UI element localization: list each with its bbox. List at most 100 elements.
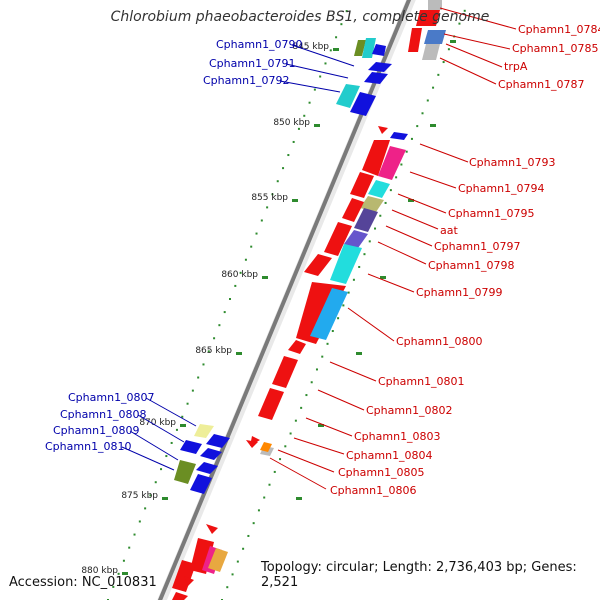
forward-gene-labels: Cphamn1_0784 Cphamn1_0785 trpA Cphamn1_0… (269, 7, 600, 497)
gene-arrow[interactable] (368, 180, 390, 198)
gene-arrow[interactable] (372, 44, 386, 56)
leader-line (367, 273, 415, 293)
gene-arrow[interactable] (288, 340, 306, 354)
tick-dot (315, 368, 318, 371)
tick-dot (331, 330, 334, 333)
leader-line (347, 307, 395, 342)
gene-label-cphamn1-0801[interactable]: Cphamn1_0801 (378, 375, 465, 388)
tick-dot (321, 355, 324, 358)
gene-label-cphamn1-0800[interactable]: Cphamn1_0800 (396, 335, 483, 348)
gene-label-cphamn1-0797[interactable]: Cphamn1_0797 (434, 240, 521, 253)
leader-line (129, 430, 179, 461)
tick-dot (128, 546, 131, 549)
gene-label-cphamn1-0810[interactable]: Cphamn1_0810 (45, 440, 132, 453)
gene-arrow[interactable] (354, 40, 366, 56)
tick-dot (324, 62, 327, 65)
gene-label-cphamn1-0798[interactable]: Cphamn1_0798 (428, 259, 515, 272)
gene-label-cphamn1-0795[interactable]: Cphamn1_0795 (448, 207, 535, 220)
gene-label-cphamn1-0805[interactable]: Cphamn1_0805 (338, 466, 425, 479)
gene-block[interactable] (428, 0, 442, 10)
gene-label-cphamn1-0790[interactable]: Cphamn1_0790 (216, 38, 303, 51)
leader-line (145, 397, 197, 427)
gene-arrow[interactable] (260, 442, 272, 452)
gene-arrow[interactable] (342, 198, 364, 222)
gene-arrow[interactable] (344, 230, 368, 248)
gene-arrow[interactable] (422, 44, 440, 60)
tick-dot (234, 284, 237, 287)
leader-line (377, 241, 427, 265)
gene-arrow[interactable] (424, 30, 446, 44)
gene-arrow[interactable] (180, 440, 202, 454)
tick-dot (160, 468, 163, 471)
leader-line (317, 389, 365, 411)
tick-dot (165, 455, 168, 458)
gene-arrow[interactable] (360, 196, 384, 212)
gene-arrow[interactable] (190, 474, 212, 494)
kbp-tick-mark (162, 497, 168, 500)
gene-arrow[interactable] (272, 356, 298, 388)
gene-small-arrow[interactable] (378, 126, 388, 134)
gene-arrow[interactable] (350, 172, 374, 198)
gene-label-cphamn1-0808[interactable]: Cphamn1_0808 (60, 408, 147, 421)
gene-label-cphamn1-0809[interactable]: Cphamn1_0809 (53, 424, 140, 437)
gene-arrow[interactable] (246, 440, 258, 448)
gene-label-cphamn1-0785[interactable]: Cphamn1_0785 (512, 42, 599, 55)
tick-dot (117, 572, 120, 575)
gene-arrow[interactable] (408, 28, 422, 52)
tick-dot (447, 48, 450, 51)
gene-arrow[interactable] (364, 72, 388, 84)
gene-arrow[interactable] (172, 592, 188, 600)
kbp-tick-label: 870 kbp (139, 418, 176, 428)
topology-text: Topology: circular; Length: 2,736,403 bp… (261, 560, 577, 590)
gene-small-arrow[interactable] (206, 524, 218, 534)
gene-label-cphamn1-0787[interactable]: Cphamn1_0787 (498, 78, 585, 91)
gene-arrow[interactable] (206, 434, 230, 448)
gene-small-arrow[interactable] (184, 576, 194, 586)
tick-dot (252, 522, 255, 525)
gene-small-arrow[interactable] (390, 132, 408, 140)
gene-arrow[interactable] (194, 424, 214, 438)
gene-arrow[interactable] (258, 388, 284, 420)
leader-line (439, 57, 497, 85)
gene-arrow[interactable] (196, 462, 218, 474)
gene-label-cphamn1-0804[interactable]: Cphamn1_0804 (346, 449, 433, 462)
gene-arrow[interactable] (324, 222, 352, 256)
gene-arrow[interactable] (416, 10, 440, 26)
gene-label-trpa[interactable]: trpA (504, 60, 528, 73)
gene-label-cphamn1-0793[interactable]: Cphamn1_0793 (469, 156, 556, 169)
gene-label-cphamn1-0791[interactable]: Cphamn1_0791 (209, 57, 296, 70)
leader-line (285, 63, 349, 79)
leader-line (445, 43, 503, 68)
gene-arrow[interactable] (368, 62, 392, 72)
tick-dot (294, 419, 297, 422)
gene-arrow[interactable] (350, 92, 376, 116)
tick-dot (236, 560, 239, 563)
tick-dot (400, 163, 403, 166)
gene-label-cphamn1-0794[interactable]: Cphamn1_0794 (458, 182, 545, 195)
tick-dot (405, 150, 408, 153)
gene-arrow[interactable] (378, 146, 406, 180)
gene-arrow[interactable] (330, 244, 362, 284)
kbp-tick-mark (450, 40, 456, 43)
gene-arrow[interactable] (310, 288, 348, 340)
kbp-tick-label: 860 kbp (221, 270, 258, 280)
reverse-gene-labels: Cphamn1_0790 Cphamn1_0791 Cphamn1_0792 C… (45, 38, 355, 471)
gene-label-cphamn1-0784[interactable]: Cphamn1_0784 (518, 23, 600, 36)
gene-label-cphamn1-0803[interactable]: Cphamn1_0803 (354, 430, 441, 443)
gene-label-cphamn1-0806[interactable]: Cphamn1_0806 (330, 484, 417, 497)
gene-arrow[interactable] (354, 208, 378, 232)
gene-label-cphamn1-0807[interactable]: Cphamn1_0807 (68, 391, 155, 404)
tick-dot (276, 180, 279, 183)
gene-label-cphamn1-0792[interactable]: Cphamn1_0792 (203, 74, 290, 87)
gene-label-cphamn1-0799[interactable]: Cphamn1_0799 (416, 286, 503, 299)
gene-arrow[interactable] (304, 254, 332, 276)
gene-label-aat[interactable]: aat (440, 224, 458, 237)
gene-arrow[interactable] (362, 140, 390, 176)
gene-arrow[interactable] (174, 460, 196, 484)
leader-line (439, 7, 517, 30)
gene-arrow[interactable] (200, 448, 222, 460)
gene-label-cphamn1-0802[interactable]: Cphamn1_0802 (366, 404, 453, 417)
gene-arrow[interactable] (208, 548, 228, 572)
gene-arrow[interactable] (336, 84, 360, 108)
